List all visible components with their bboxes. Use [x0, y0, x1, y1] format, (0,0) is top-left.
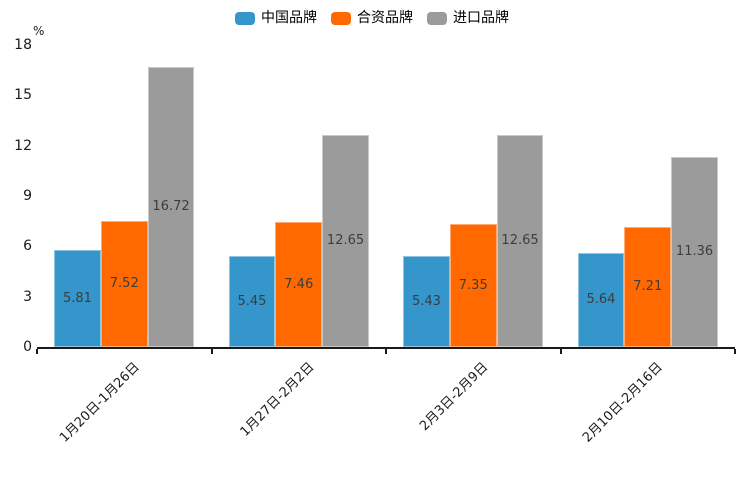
bar-value-label: 12.65	[501, 233, 539, 249]
x-axis-line	[37, 347, 735, 349]
legend-label: 中国品牌	[261, 10, 317, 26]
bar	[54, 250, 101, 348]
bar	[228, 256, 276, 348]
legend-item: 中国品牌	[235, 10, 317, 26]
bar-value-label: 5.45	[237, 293, 267, 309]
bar	[147, 66, 195, 348]
x-tick-label: 1月27日-2月2日	[237, 359, 318, 440]
bar-value-label: 7.52	[109, 276, 139, 292]
bar	[100, 221, 148, 348]
bar	[671, 156, 718, 348]
y-tick-label: 6	[23, 238, 32, 255]
bar-value-label: 5.43	[411, 293, 441, 309]
bar	[322, 135, 369, 348]
bar	[624, 226, 672, 348]
legend-label: 进口品牌	[453, 10, 509, 26]
x-tick-mark	[36, 349, 38, 354]
bar-value-label: 11.36	[675, 244, 714, 260]
bar	[449, 224, 497, 348]
legend-color-swatch	[331, 11, 351, 25]
bar	[403, 256, 450, 348]
legend-color-swatch	[235, 11, 255, 25]
bar-value-label: 12.65	[326, 233, 365, 249]
bar-value-label: 5.64	[586, 292, 616, 308]
x-tick-mark	[210, 349, 213, 354]
y-tick-label: 15	[14, 87, 32, 104]
x-tick-mark	[559, 349, 562, 354]
legend-label: 合资品牌	[357, 10, 413, 26]
bar	[496, 135, 544, 348]
bar-value-label: 7.35	[458, 277, 488, 293]
y-tick-label: 9	[23, 188, 32, 204]
y-tick-label: 0	[23, 339, 32, 355]
y-axis-unit-label: %	[33, 24, 45, 38]
bar	[275, 222, 323, 348]
bar	[577, 252, 625, 348]
bar-value-label: 7.21	[633, 279, 663, 295]
x-tick-label: 2月10日-2月16日	[580, 359, 667, 446]
x-tick-label: 2月3日-2月9日	[417, 359, 492, 434]
bar-value-label: 16.72	[152, 199, 190, 215]
legend-item: 合资品牌	[331, 10, 413, 26]
bar-value-label: 7.46	[284, 276, 314, 292]
legend-color-swatch	[427, 11, 447, 25]
x-tick-mark	[385, 349, 387, 354]
y-tick-label: 18	[14, 37, 32, 53]
x-tick-mark	[734, 349, 736, 354]
x-tick-label: 1月20日-1月26日	[56, 359, 143, 446]
y-tick-label: 12	[14, 137, 32, 154]
legend: 中国品牌 合资品牌 进口品牌	[0, 10, 744, 26]
y-tick-label: 3	[23, 288, 32, 305]
legend-item: 进口品牌	[427, 10, 509, 26]
bar-value-label: 5.81	[62, 290, 92, 306]
